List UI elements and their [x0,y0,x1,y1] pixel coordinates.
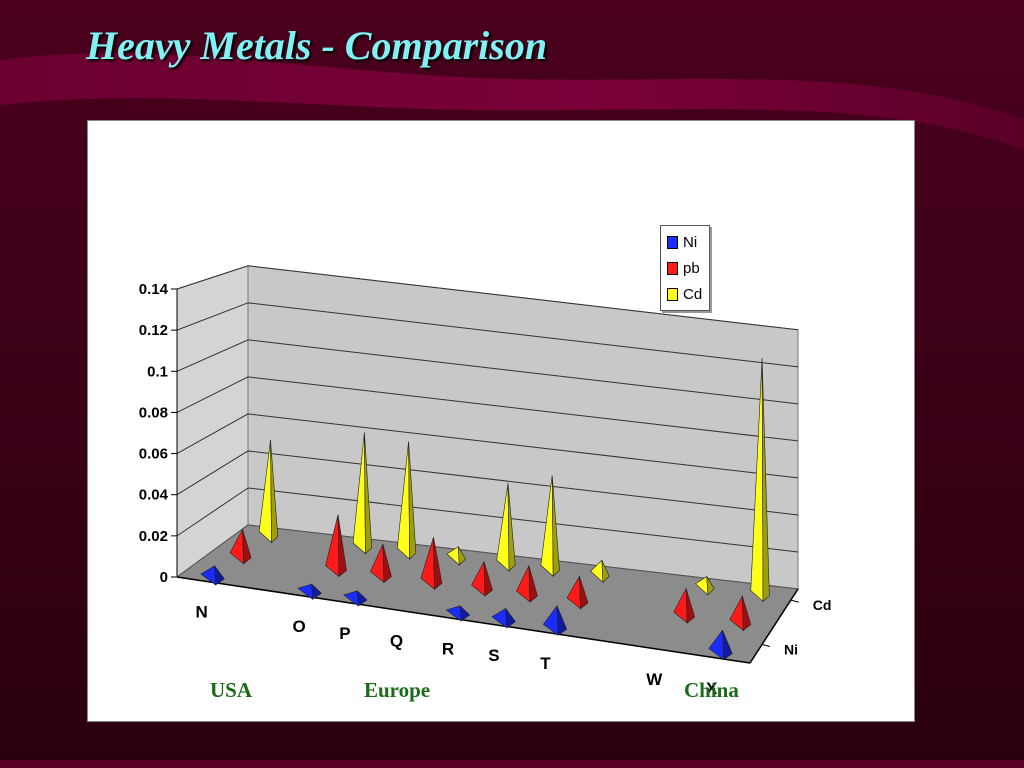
y-tick-label: 0.14 [139,281,169,298]
category-label-o: O [292,617,305,636]
category-label-n: N [196,602,208,621]
pyramid-ni-x [708,629,733,661]
pyramid-ni-r [445,605,471,622]
region-label-usa: USA [210,678,253,702]
y-tick-label: 0.12 [139,322,168,339]
depth-axis [749,588,799,664]
chart-legend: Ni pb Cd [660,225,710,311]
slide-title: Heavy Metals - Comparison [86,23,548,68]
region-label-europe: Europe [364,678,431,702]
gridline [176,413,799,479]
category-label-t: T [540,654,551,673]
pyramid-pb-x [729,594,752,632]
pyramid-pb-s [516,565,538,603]
legend-item-ni: Ni [667,232,697,252]
pyramid-cd-w [695,575,715,596]
category-label-q: Q [390,632,403,651]
pyramid-cd-r [496,483,516,572]
y-tick-label: 0.02 [139,528,168,545]
depth-tick-mark [790,599,799,603]
pyramid-cd-q [446,546,466,566]
pyramid-ni-p [342,590,368,607]
category-label-w: W [646,670,663,689]
y-tick-label: 0.04 [139,487,169,504]
category-label-s: S [488,646,499,665]
pyramid-cd-n [258,439,279,544]
gridline [176,302,799,368]
pyramid-pb-t [566,575,589,610]
y-tick-label: 0.06 [139,446,168,463]
pyramid-cd-o [352,432,373,555]
legend-swatch-ni [667,235,678,249]
legend-item-pb: pb [667,258,700,278]
pyramid-pb-p [370,544,392,584]
pyramid-cd-s [540,475,560,577]
pyramid-pb-r [471,560,493,597]
pyramid-pb-o [325,514,347,578]
y-tick-label: 0.1 [147,363,168,380]
pyramid-ni-o [297,583,322,600]
legend-label-ni: Ni [683,233,698,251]
legend-label-cd: Cd [683,285,703,303]
legend-swatch-cd [667,287,678,301]
pyramid-pb-w [673,587,696,624]
gridline [176,339,799,405]
depth-label-ni: Ni [784,642,798,658]
legend-label-pb: pb [683,259,700,277]
category-label-x: X [706,679,718,698]
depth-label-cd: Cd [813,597,832,613]
pyramid-ni-s [491,607,516,629]
pyramid-cd-p [396,441,417,560]
pyramid-pb-n [229,528,252,565]
y-tick-label: 0.08 [139,404,168,421]
category-label-p: P [339,624,350,643]
legend-item-cd: Cd [667,284,702,304]
gridline [176,450,799,516]
gridline [176,376,799,442]
category-label-r: R [442,639,454,658]
chart-panel: 0 0.02 0.04 0.06 0.08 0.1 0.12 0.14 N O P Q R S T W X N… [87,120,915,722]
legend-swatch-pb [667,261,678,275]
pyramid-ni-t [542,605,568,636]
pyramid-pb-q [420,537,443,590]
pyramid-ni-n [200,564,225,586]
pyramid-cd-x [750,358,770,603]
pyramid-cd-t [590,559,610,583]
x-axis [176,576,751,664]
depth-tick-mark [761,644,771,647]
side-wall [176,265,249,578]
region-label-china: China [684,678,739,702]
pyramid-chart: 0 0.02 0.04 0.06 0.08 0.1 0.12 0.14 N O P Q R S T W X N… [139,265,832,698]
gridline [176,487,799,553]
y-tick-label: 0 [160,569,168,586]
gridline [176,265,799,331]
